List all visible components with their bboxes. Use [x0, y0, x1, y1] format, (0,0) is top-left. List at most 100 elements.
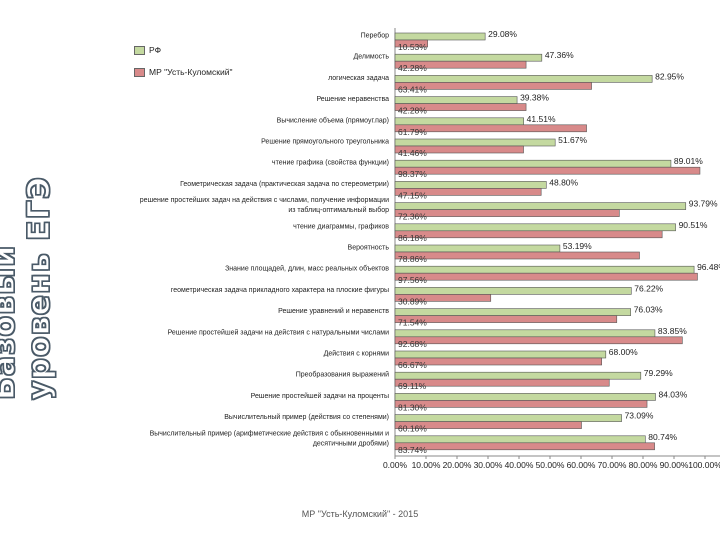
- data-label-mr: 63.41%: [398, 84, 427, 94]
- bar-rf: [394, 181, 547, 189]
- data-label-rf: 48.80%: [549, 177, 578, 187]
- x-tick-label: 40.00%: [505, 460, 534, 470]
- data-label-rf: 51.67%: [558, 135, 587, 145]
- bar-rf: [394, 244, 561, 253]
- data-label-rf: 90.51%: [679, 220, 708, 230]
- legend-label-rf: РФ: [149, 45, 162, 55]
- bar-rf: [394, 350, 607, 359]
- data-label-rf: 47.36%: [545, 50, 574, 60]
- data-label-rf: 29.08%: [488, 29, 517, 39]
- bar-rf: [394, 75, 653, 83]
- bar-rf: [394, 96, 518, 104]
- bar-mr: [394, 400, 648, 408]
- category-label: Решение простейшей задачи на действия с …: [168, 328, 390, 336]
- bar-rf: [394, 117, 524, 126]
- data-label-mr: 69.11%: [398, 381, 427, 391]
- x-tick-label: 50.00%: [536, 460, 565, 470]
- bar-mr: [394, 166, 701, 175]
- data-label-mr: 71.54%: [398, 318, 427, 328]
- category-label: логическая задача: [328, 75, 389, 82]
- bar-mr: [394, 124, 587, 133]
- bar-mr: [394, 357, 602, 366]
- bar-mr: [394, 251, 640, 260]
- data-label-rf: 96.48%: [697, 262, 720, 272]
- x-tick-label: 100.00%: [688, 460, 720, 470]
- data-label-rf: 93.79%: [689, 199, 718, 209]
- bar-rf: [394, 393, 656, 401]
- data-label-mr: 42.28%: [398, 106, 427, 116]
- bar-mr: [394, 209, 620, 217]
- data-label-rf: 79.29%: [644, 368, 673, 378]
- chart-legend: РФ МР "Усть-Куломский": [134, 44, 233, 88]
- data-label-mr: 41.46%: [398, 148, 427, 158]
- bar-rf: [394, 308, 631, 316]
- x-tick-label: 90.00%: [660, 460, 689, 470]
- x-tick-label: 10.00%: [412, 460, 441, 470]
- bar-mr: [394, 272, 698, 281]
- data-label-rf: 68.00%: [609, 347, 638, 357]
- category-label: Геометрическая задача (практическая зада…: [180, 181, 389, 188]
- data-label-mr: 92.68%: [398, 339, 427, 349]
- category-label: чтение графика (свойства функции): [272, 159, 389, 167]
- data-label-mr: 97.56%: [398, 275, 427, 285]
- data-label-rf: 80.74%: [648, 432, 677, 442]
- data-label-mr: 83.74%: [398, 445, 427, 455]
- bar-mr: [394, 442, 655, 451]
- category-label: решение простейших задач на действия с ч…: [140, 196, 389, 204]
- x-tick-label: 20.00%: [443, 460, 472, 470]
- category-label: Решение неравенства: [316, 96, 389, 103]
- legend-item-rf: РФ: [134, 44, 233, 56]
- bar-rf: [394, 223, 676, 232]
- data-label-mr: 10.53%: [398, 42, 427, 52]
- data-label-rf: 76.03%: [634, 305, 663, 315]
- category-label: Вычислительный пример (действия со степе…: [224, 413, 389, 421]
- data-label-rf: 83.85%: [658, 326, 687, 336]
- category-label: Знание площадей, длин, масс реальных объ…: [225, 265, 389, 273]
- bar-mr: [394, 188, 542, 196]
- data-label-rf: 82.95%: [655, 71, 684, 81]
- bar-rf: [394, 159, 672, 168]
- bar-rf: [394, 287, 632, 295]
- data-label-mr: 61.79%: [398, 127, 427, 137]
- bar-mr: [394, 145, 524, 154]
- category-label: Делимость: [354, 54, 390, 61]
- bar-mr: [394, 378, 610, 387]
- category-label: геометрическая задача прикладного характ…: [171, 287, 389, 294]
- data-label-rf: 41.51%: [527, 114, 556, 124]
- category-label: чтение диаграммы, графиков: [293, 223, 389, 230]
- bar-mr: [394, 230, 663, 239]
- bar-mr: [394, 82, 592, 90]
- legend-swatch-rf: [134, 45, 145, 55]
- bar-rf: [394, 414, 622, 422]
- x-tick-label: 30.00%: [474, 460, 503, 470]
- bar-mr: [394, 421, 582, 429]
- data-label-mr: 30.89%: [398, 296, 427, 306]
- data-label-mr: 98.37%: [398, 169, 427, 179]
- footer-text: МР "Усть-Куломский" - 2015: [301, 509, 419, 519]
- data-label-mr: 86.18%: [398, 233, 427, 243]
- category-label: десятичными дробями): [313, 439, 389, 447]
- x-tick-label: 80.00%: [629, 460, 658, 470]
- bar-rf: [394, 32, 486, 41]
- category-label: Перебор: [361, 32, 390, 40]
- data-label-mr: 47.15%: [398, 190, 427, 200]
- data-label-mr: 66.67%: [398, 360, 427, 370]
- data-label-mr: 60.16%: [398, 424, 427, 434]
- category-label: Действия с корнями: [324, 350, 389, 358]
- bar-mr: [394, 336, 683, 345]
- legend-item-mr: МР "Усть-Куломский": [134, 66, 233, 78]
- data-label-rf: 89.01%: [674, 156, 703, 166]
- category-label: Вероятность: [348, 245, 390, 252]
- category-label: Решение уравнений и неравенств: [278, 307, 389, 315]
- bar-rf: [394, 265, 695, 274]
- data-label-mr: 81.30%: [398, 402, 427, 412]
- bar-rf: [394, 202, 687, 210]
- category-label: Решение прямоугольного треугольника: [261, 139, 389, 146]
- bar-rf: [394, 329, 656, 338]
- data-label-mr: 72.36%: [398, 212, 427, 222]
- bar-rf: [394, 138, 556, 147]
- category-label: Вычисление объема (прямоуг.пар): [277, 116, 389, 124]
- category-label: Вычислительный пример (арифметические де…: [150, 429, 390, 437]
- bar-mr: [394, 294, 492, 302]
